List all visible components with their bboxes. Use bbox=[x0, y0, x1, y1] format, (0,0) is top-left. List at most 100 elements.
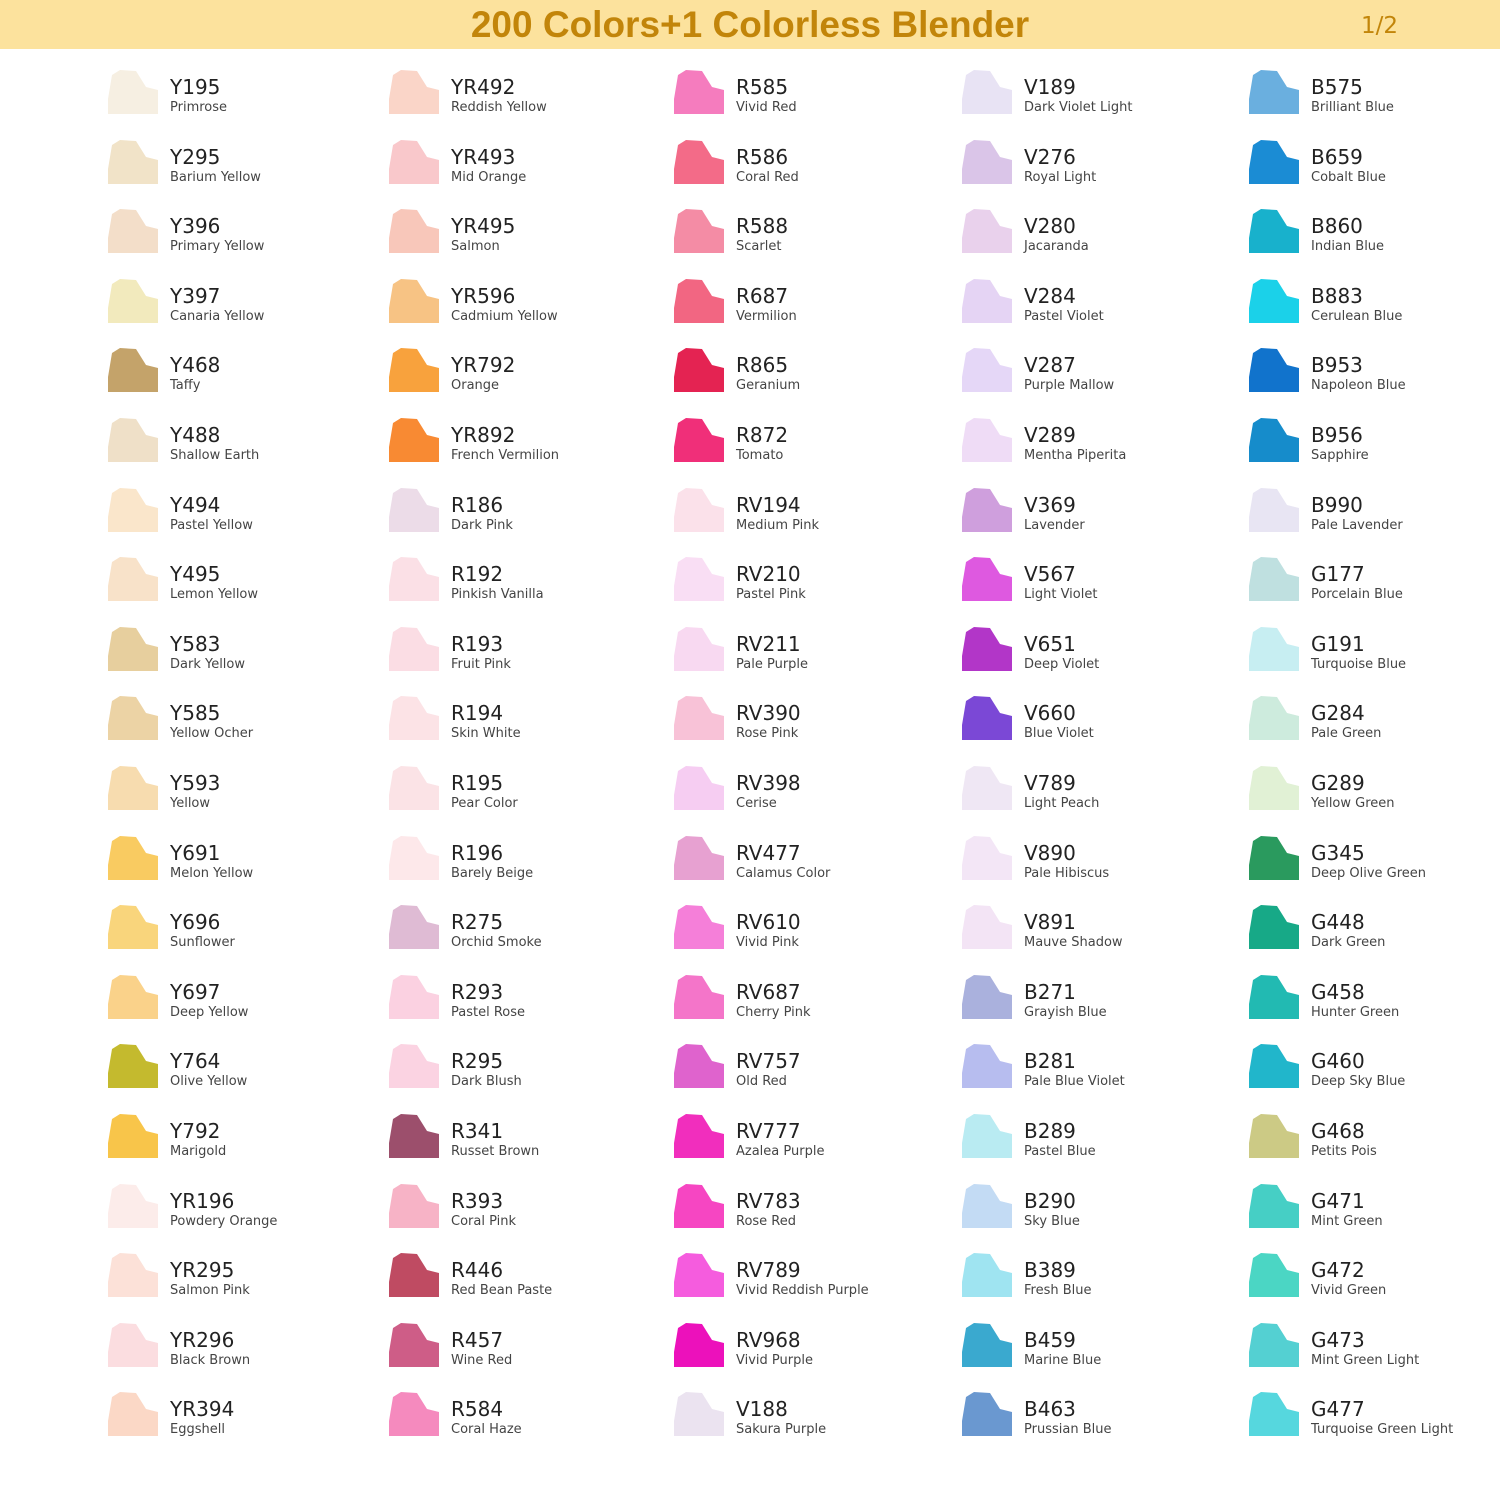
color-code: RV211 bbox=[736, 632, 801, 656]
color-name: French Vermilion bbox=[451, 448, 560, 463]
color-swatch bbox=[674, 70, 724, 114]
color-code: R186 bbox=[451, 493, 504, 517]
color-code: YR495 bbox=[451, 214, 516, 238]
color-code: B271 bbox=[1024, 980, 1076, 1004]
color-item: R586 Coral Red bbox=[674, 138, 954, 198]
color-code: V651 bbox=[1024, 632, 1076, 656]
color-swatch bbox=[674, 905, 724, 949]
color-code: YR295 bbox=[170, 1258, 235, 1282]
color-name: Dark Yellow bbox=[170, 657, 246, 672]
color-name: Hunter Green bbox=[1311, 1005, 1400, 1020]
color-name: Vivid Purple bbox=[736, 1353, 813, 1368]
color-code: R341 bbox=[451, 1119, 504, 1143]
color-swatch bbox=[389, 140, 439, 184]
color-name: Pastel Pink bbox=[736, 587, 806, 602]
color-name: Mentha Piperita bbox=[1024, 448, 1127, 463]
color-item: V891 Mauve Shadow bbox=[962, 903, 1242, 963]
color-name: Pale Blue Violet bbox=[1024, 1074, 1125, 1089]
color-item: RV610 Vivid Pink bbox=[674, 903, 954, 963]
color-code: R457 bbox=[451, 1328, 504, 1352]
color-name: Marigold bbox=[170, 1144, 227, 1159]
color-swatch bbox=[674, 627, 724, 671]
color-item: B271 Grayish Blue bbox=[962, 973, 1242, 1033]
color-code: B953 bbox=[1311, 353, 1363, 377]
color-item: V651 Deep Violet bbox=[962, 625, 1242, 685]
color-swatch bbox=[962, 70, 1012, 114]
color-item: RV783 Rose Red bbox=[674, 1182, 954, 1242]
color-name: Coral Red bbox=[736, 170, 799, 185]
color-item: YR296 Black Brown bbox=[108, 1321, 388, 1381]
color-swatch bbox=[674, 1184, 724, 1228]
color-name: Medium Pink bbox=[736, 518, 820, 533]
color-item: R457 Wine Red bbox=[389, 1321, 669, 1381]
color-item: Y764 Olive Yellow bbox=[108, 1042, 388, 1102]
color-name: Sapphire bbox=[1311, 448, 1369, 463]
color-code: RV390 bbox=[736, 701, 801, 725]
color-item: R585 Vivid Red bbox=[674, 68, 954, 128]
color-name: Sunflower bbox=[170, 935, 235, 950]
color-swatch bbox=[962, 1323, 1012, 1367]
color-name: Olive Yellow bbox=[170, 1074, 248, 1089]
color-name: Cadmium Yellow bbox=[451, 309, 558, 324]
color-name: Fresh Blue bbox=[1024, 1283, 1092, 1298]
color-code: Y195 bbox=[170, 75, 221, 99]
color-name: Orchid Smoke bbox=[451, 935, 542, 950]
color-swatch bbox=[962, 696, 1012, 740]
color-code: YR493 bbox=[451, 145, 516, 169]
color-item: V287 Purple Mallow bbox=[962, 346, 1242, 406]
color-name: Dark Pink bbox=[451, 518, 513, 533]
color-name: Taffy bbox=[170, 378, 201, 393]
color-item: V789 Light Peach bbox=[962, 764, 1242, 824]
color-item: RV398 Cerise bbox=[674, 764, 954, 824]
color-code: B463 bbox=[1024, 1397, 1076, 1421]
color-name: Pinkish Vanilla bbox=[451, 587, 544, 602]
color-swatch bbox=[389, 1184, 439, 1228]
color-code: G460 bbox=[1311, 1049, 1365, 1073]
color-item: G284 Pale Green bbox=[1249, 694, 1500, 754]
color-name: Powdery Orange bbox=[170, 1214, 278, 1229]
color-swatch bbox=[389, 766, 439, 810]
color-code: V789 bbox=[1024, 771, 1076, 795]
color-swatch bbox=[108, 557, 158, 601]
color-item: Y494 Pastel Yellow bbox=[108, 486, 388, 546]
color-item: RV968 Vivid Purple bbox=[674, 1321, 954, 1381]
color-name: Shallow Earth bbox=[170, 448, 260, 463]
color-item: G473 Mint Green Light bbox=[1249, 1321, 1500, 1381]
color-name: Pear Color bbox=[451, 796, 518, 811]
color-code: RV210 bbox=[736, 562, 801, 586]
color-code: R687 bbox=[736, 284, 789, 308]
color-item: V890 Pale Hibiscus bbox=[962, 834, 1242, 894]
color-code: G477 bbox=[1311, 1397, 1365, 1421]
color-code: RV398 bbox=[736, 771, 801, 795]
color-code: Y295 bbox=[170, 145, 221, 169]
color-swatch bbox=[389, 418, 439, 462]
color-code: B289 bbox=[1024, 1119, 1076, 1143]
color-name: Lemon Yellow bbox=[170, 587, 259, 602]
color-name: Pastel Blue bbox=[1024, 1144, 1096, 1159]
color-name: Russet Brown bbox=[451, 1144, 540, 1159]
color-code: Y585 bbox=[170, 701, 221, 725]
color-name: Rose Red bbox=[736, 1214, 797, 1229]
color-swatch bbox=[1249, 766, 1299, 810]
color-swatch bbox=[1249, 1253, 1299, 1297]
color-name: Indian Blue bbox=[1311, 239, 1385, 254]
color-item: V567 Light Violet bbox=[962, 555, 1242, 615]
color-swatch bbox=[674, 209, 724, 253]
color-item: R588 Scarlet bbox=[674, 207, 954, 267]
color-code: V660 bbox=[1024, 701, 1076, 725]
color-code: Y397 bbox=[170, 284, 221, 308]
color-item: Y488 Shallow Earth bbox=[108, 416, 388, 476]
color-item: R196 Barely Beige bbox=[389, 834, 669, 894]
color-swatch bbox=[1249, 279, 1299, 323]
color-code: Y697 bbox=[170, 980, 221, 1004]
color-name: Old Red bbox=[736, 1074, 787, 1089]
color-swatch bbox=[674, 279, 724, 323]
color-name: Petits Pois bbox=[1311, 1144, 1377, 1159]
color-item: RV210 Pastel Pink bbox=[674, 555, 954, 615]
color-swatch bbox=[108, 70, 158, 114]
color-code: R196 bbox=[451, 841, 504, 865]
color-code: V567 bbox=[1024, 562, 1076, 586]
color-code: R192 bbox=[451, 562, 504, 586]
color-name: Calamus Color bbox=[736, 866, 831, 881]
color-name: Porcelain Blue bbox=[1311, 587, 1403, 602]
